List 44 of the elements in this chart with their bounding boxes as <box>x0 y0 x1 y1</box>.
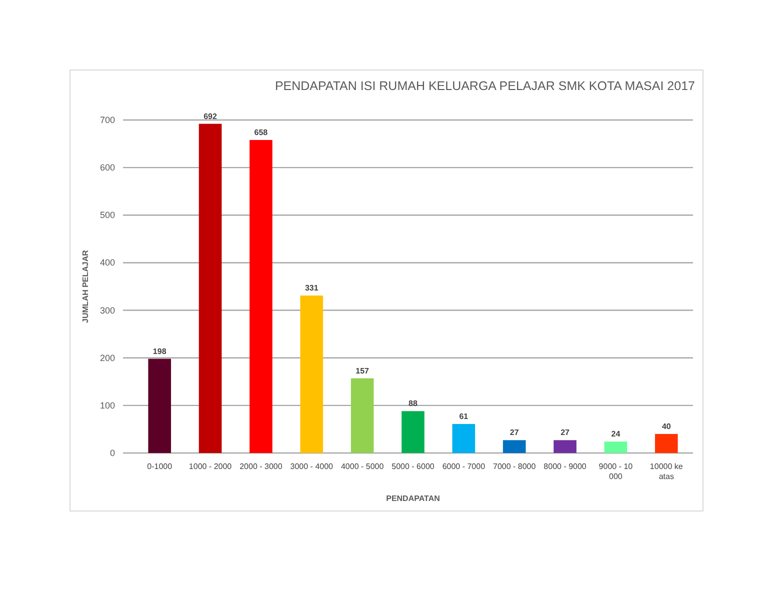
bar <box>502 440 526 453</box>
bar <box>452 424 476 453</box>
y-tick-label: 700 <box>100 115 115 125</box>
x-tick-label: 7000 - 8000 <box>493 462 536 471</box>
data-label: 198 <box>152 346 167 356</box>
data-label: 61 <box>459 412 469 421</box>
bar <box>300 296 324 453</box>
x-tick-label: 6000 - 7000 <box>442 462 486 471</box>
data-label: 27 <box>560 428 570 438</box>
x-tick-label: 9000 - 10 000 <box>598 462 634 481</box>
y-tick-label: 400 <box>100 258 115 268</box>
x-tick-label: 3000 - 4000 <box>290 462 334 471</box>
data-label: 88 <box>408 399 418 408</box>
x-tick-label: 5000 - 6000 <box>392 462 435 471</box>
bar <box>148 358 172 453</box>
bar <box>604 442 628 453</box>
data-label: 331 <box>304 284 319 293</box>
y-tick-label: 600 <box>100 162 115 173</box>
x-tick-label: 0-1000 <box>147 462 173 471</box>
bar <box>554 440 576 453</box>
x-tick-label: 10000 ke atas <box>650 462 684 481</box>
chart-title: PENDAPATAN ISI RUMAH KELUARGA PELAJAR SMK KOTA MASAI 2017 <box>274 79 696 93</box>
y-tick-label: 0 <box>110 448 115 458</box>
data-label: 40 <box>662 422 672 431</box>
y-tick-label: 300 <box>100 305 115 316</box>
bar <box>350 378 374 453</box>
data-label: 24 <box>611 430 621 439</box>
bar <box>654 434 678 453</box>
bar <box>402 411 424 453</box>
y-tick-label: 100 <box>100 400 115 410</box>
bar <box>250 140 272 453</box>
data-label: 27 <box>510 428 520 438</box>
x-tick-label: 1000 - 2000 <box>188 462 232 471</box>
x-tick-label: 8000 - 9000 <box>544 462 587 471</box>
y-tick-label: 200 <box>100 352 115 363</box>
y-tick-label: 500 <box>100 210 115 220</box>
data-label: 658 <box>254 128 268 137</box>
y-axis-title: JUMLAH PELAJAR <box>81 250 90 323</box>
bar <box>198 124 222 453</box>
x-tick-label: 4000 - 5000 <box>340 462 384 471</box>
x-tick-label: 2000 - 3000 <box>240 462 283 471</box>
data-label: 692 <box>204 112 218 121</box>
data-label: 157 <box>356 366 370 376</box>
x-axis-title: PENDAPATAN <box>386 494 440 503</box>
